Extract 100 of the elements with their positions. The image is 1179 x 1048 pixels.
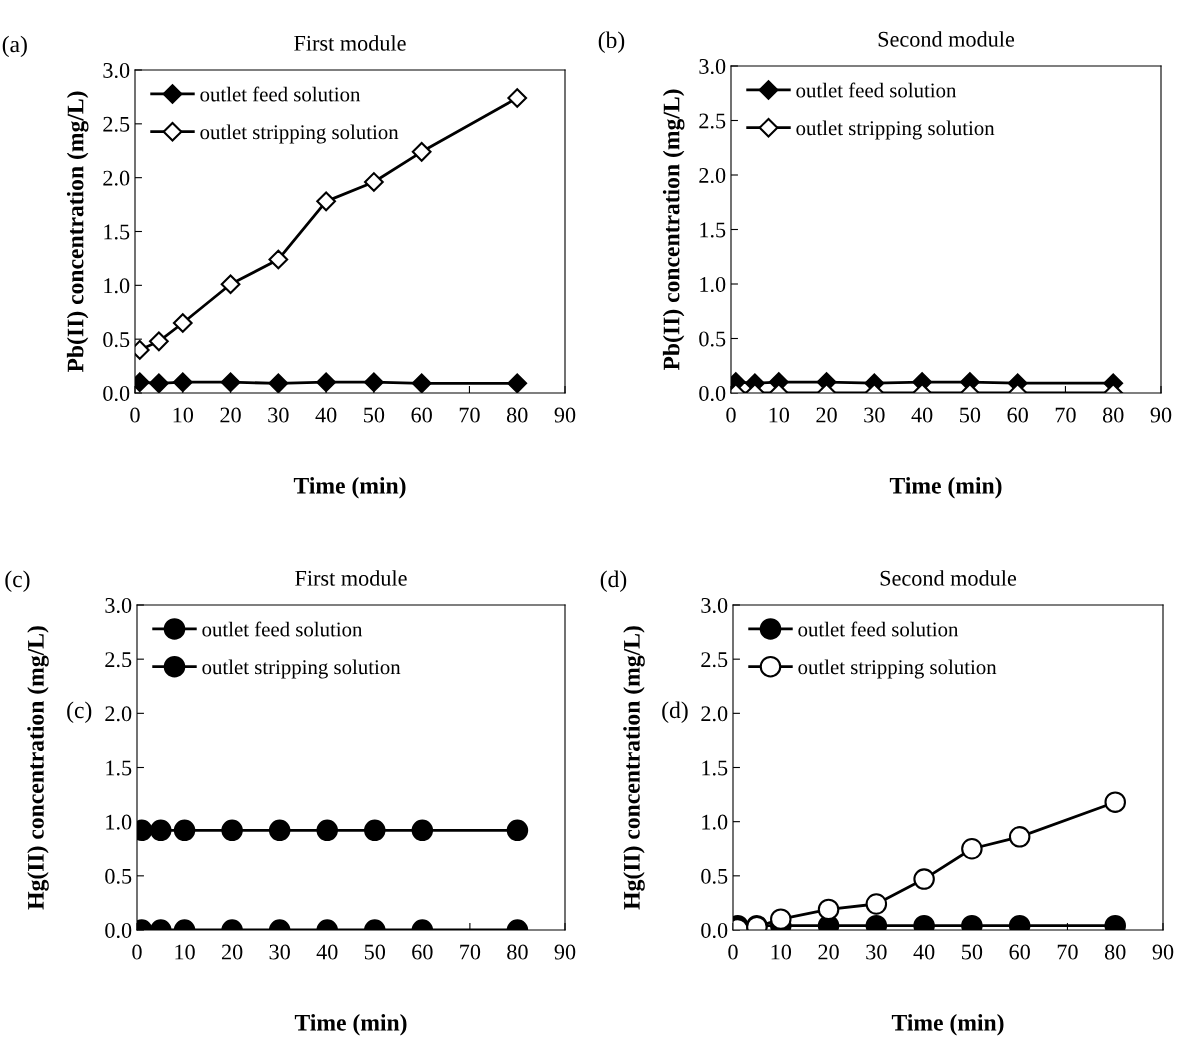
point bbox=[316, 372, 336, 393]
x-tick-label: 30 bbox=[268, 407, 289, 423]
y-tick-label: 2.5 bbox=[699, 113, 726, 129]
x-tick-label: 40 bbox=[315, 407, 337, 423]
x-tick-label: 70 bbox=[460, 944, 481, 960]
x-tick-label: 80 bbox=[507, 944, 528, 960]
text: (c) bbox=[5, 570, 30, 592]
y-axis-title: Hg(II) concentration (mg/L) bbox=[623, 626, 645, 910]
y-axis-title: Pb(II) concentration (mg/L) bbox=[66, 91, 89, 373]
y-tick-label: 0.0 bbox=[701, 922, 728, 939]
x-tick-label: 60 bbox=[1009, 944, 1030, 960]
text: (c) bbox=[67, 701, 92, 723]
y-tick-label: 2.0 bbox=[105, 706, 132, 722]
point bbox=[220, 274, 241, 295]
x-tick-label: 70 bbox=[1055, 407, 1076, 423]
point bbox=[268, 249, 289, 270]
x-tick-label: 10 bbox=[771, 944, 792, 960]
y-tick-label: 1.5 bbox=[104, 224, 130, 240]
point bbox=[172, 372, 193, 393]
legend-label: outlet stripping solution bbox=[798, 659, 997, 679]
chart-title: First module bbox=[294, 35, 406, 51]
x-tick-label: 50 bbox=[364, 944, 386, 960]
y-tick-label: 2.5 bbox=[701, 652, 728, 668]
x-tick-label: 60 bbox=[412, 944, 433, 960]
x-tick-label: 10 bbox=[175, 944, 195, 960]
x-axis-title: Time (min) bbox=[891, 1014, 1004, 1036]
x-tick-label: 30 bbox=[866, 944, 887, 960]
legend-label: outlet stripping solution bbox=[796, 120, 995, 140]
x-tick-label: 20 bbox=[818, 944, 839, 960]
point bbox=[220, 372, 241, 393]
point bbox=[507, 373, 528, 393]
y-tick-label: 0.5 bbox=[105, 868, 132, 884]
x-tick-label: 50 bbox=[960, 407, 981, 423]
y-tick-label: 1.0 bbox=[104, 278, 130, 294]
y-tick-label: 2.5 bbox=[103, 116, 130, 132]
point bbox=[316, 191, 336, 212]
text: (d) bbox=[600, 570, 627, 592]
y-tick-label: 2.0 bbox=[103, 170, 130, 186]
chart-title: Second module bbox=[880, 570, 1017, 586]
chart-title: First module bbox=[295, 570, 407, 586]
y-axis-title: Hg(II) concentration (mg/L) bbox=[27, 626, 49, 910]
x-tick-label: 30 bbox=[269, 944, 290, 960]
x-tick-label: 50 bbox=[364, 407, 385, 423]
x-tick-label: 0 bbox=[726, 407, 736, 423]
x-tick-label: 40 bbox=[911, 407, 933, 423]
y-tick-label: 1.0 bbox=[700, 276, 726, 293]
text: (b) bbox=[598, 31, 625, 53]
x-tick-label: 60 bbox=[411, 407, 432, 423]
point bbox=[411, 373, 432, 393]
legend-label: outlet feed solution bbox=[200, 86, 361, 102]
x-tick-label: 20 bbox=[221, 944, 243, 960]
y-tick-label: 0.0 bbox=[103, 385, 130, 402]
y-tick-label: 0.0 bbox=[105, 922, 132, 939]
point bbox=[411, 141, 432, 162]
x-tick-label: 70 bbox=[459, 407, 480, 423]
x-tick-label: 20 bbox=[816, 407, 837, 423]
chart-title: Second module bbox=[878, 31, 1015, 47]
y-tick-label: 3.0 bbox=[105, 597, 132, 614]
y-tick-label: 1.0 bbox=[106, 814, 132, 830]
text: (d) bbox=[662, 701, 688, 723]
x-axis-title: Time (min) bbox=[294, 1014, 407, 1036]
y-tick-label: 1.5 bbox=[106, 760, 132, 776]
x-tick-label: 70 bbox=[1057, 944, 1078, 960]
x-tick-label: 10 bbox=[173, 407, 194, 423]
x-tick-label: 40 bbox=[913, 944, 935, 960]
legend-label: outlet stripping solution bbox=[200, 124, 399, 144]
text: (a) bbox=[2, 35, 27, 58]
x-tick-label: 80 bbox=[1104, 944, 1126, 960]
point bbox=[268, 373, 289, 393]
x-tick-label: 90 bbox=[1150, 407, 1172, 423]
y-axis-title: Pb(II) concentration (mg/L) bbox=[662, 89, 685, 371]
x-tick-label: 90 bbox=[1152, 944, 1174, 960]
y-tick-label: 3.0 bbox=[699, 58, 726, 75]
y-tick-label: 2.0 bbox=[701, 706, 728, 722]
x-tick-label: 0 bbox=[132, 944, 142, 960]
x-tick-label: 90 bbox=[554, 944, 576, 960]
x-tick-label: 80 bbox=[506, 407, 528, 423]
point bbox=[507, 88, 528, 108]
legend-label: outlet stripping solution bbox=[202, 659, 401, 679]
x-tick-label: 80 bbox=[1102, 407, 1124, 423]
point bbox=[149, 373, 169, 393]
x-tick-label: 50 bbox=[962, 944, 983, 960]
point bbox=[364, 372, 384, 393]
x-tick-label: 0 bbox=[130, 407, 140, 423]
y-tick-label: 0.0 bbox=[699, 385, 726, 402]
x-axis-title: Time (min) bbox=[293, 477, 406, 499]
y-tick-label: 1.5 bbox=[700, 222, 726, 238]
x-tick-label: 0 bbox=[728, 944, 738, 960]
y-tick-label: 3.0 bbox=[701, 597, 728, 614]
point bbox=[172, 313, 193, 333]
x-tick-label: 10 bbox=[769, 407, 790, 423]
point bbox=[364, 172, 384, 192]
legend-label: outlet feed solution bbox=[796, 82, 957, 98]
x-tick-label: 40 bbox=[316, 944, 338, 960]
x-tick-label: 60 bbox=[1007, 407, 1028, 423]
y-tick-label: 0.5 bbox=[701, 868, 728, 884]
x-tick-label: 20 bbox=[220, 407, 241, 423]
legend-label: outlet feed solution bbox=[202, 621, 363, 637]
point bbox=[149, 331, 169, 352]
y-tick-label: 1.5 bbox=[702, 760, 728, 776]
